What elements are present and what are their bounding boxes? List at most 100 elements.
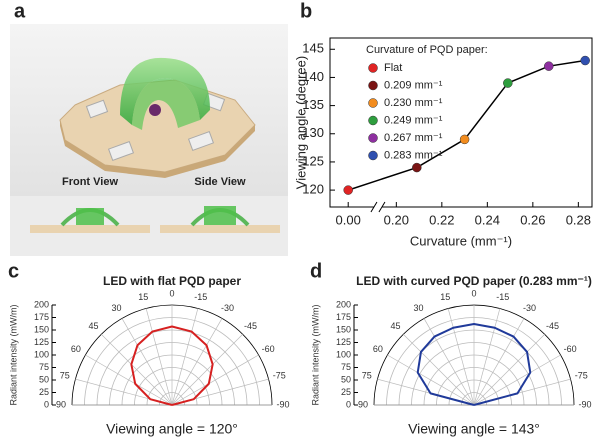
r-axis-label: Radiant intensity (mW/m) [310, 304, 320, 405]
theta-tick-label: 30 [413, 303, 423, 313]
theta-tick-label: 60 [373, 344, 383, 354]
theta-tick-label: -75 [273, 371, 286, 381]
panel-label: b [300, 0, 312, 22]
r-tick-label: 25 [39, 387, 49, 397]
grid-spoke [473, 308, 501, 406]
y-axis-label: Viewing angle (degree) [293, 56, 308, 189]
r-tick-label: 125 [336, 337, 351, 347]
theta-tick-label: -75 [575, 371, 588, 381]
y-tick-label: 130 [302, 125, 324, 140]
annotation: Viewing angle = 143° [408, 421, 540, 437]
point [544, 61, 554, 71]
legend-label: 0.209 mm⁻¹ [384, 79, 443, 91]
legend-marker [368, 80, 378, 91]
panel-label: a [14, 0, 26, 22]
curve [130, 325, 214, 406]
legend-label: Flat [384, 62, 402, 74]
plot-frame [329, 37, 593, 208]
grid-spoke [85, 354, 173, 406]
axis-break [370, 201, 386, 213]
led-illustration [10, 24, 288, 256]
y-tick-label: 135 [302, 97, 324, 112]
legend-label: 0.283 mm⁻¹ [384, 149, 443, 161]
grid-spoke [387, 354, 475, 406]
r-tick-label: 150 [336, 324, 351, 334]
theta-tick-label: 30 [111, 303, 121, 313]
x-tick-label: 0.00 [336, 212, 361, 227]
grid-spoke [447, 308, 475, 406]
theta-tick-label: 45 [391, 321, 401, 331]
theta-tick-label: 0 [471, 288, 476, 298]
r-tick-label: 100 [34, 349, 49, 359]
x-tick-label: 0.24 [475, 212, 500, 227]
theta-tick-label: -60 [564, 344, 577, 354]
grid-spoke [423, 318, 475, 406]
theta-tick-label: 45 [89, 321, 99, 331]
theta-tick-label: -30 [523, 303, 536, 313]
point [503, 78, 513, 88]
r-tick-label: 175 [336, 312, 351, 322]
grid-spoke [101, 334, 173, 406]
x-tick-label: 0.26 [520, 212, 545, 227]
r-tick-label: 0 [44, 399, 49, 409]
caption: Side View [194, 176, 246, 188]
grid-spoke [121, 318, 173, 406]
grid-spoke [171, 354, 259, 406]
theta-tick-label: 15 [440, 292, 450, 302]
point [343, 185, 353, 195]
y-tick-label: 120 [302, 182, 324, 197]
theta-tick-label: -60 [262, 344, 275, 354]
theta-tick-label: -90 [276, 399, 289, 409]
caption: Front View [62, 176, 118, 188]
legend-title: Curvature of PQD paper: [366, 44, 488, 56]
y-tick-label: 140 [302, 69, 324, 84]
r-tick-label: 50 [39, 374, 49, 384]
theta-tick-label: 90 [56, 399, 66, 409]
grid-spoke [145, 308, 173, 406]
legend-label: 0.249 mm⁻¹ [384, 114, 443, 126]
r-tick-label: 150 [34, 324, 49, 334]
theta-tick-label: 75 [362, 371, 372, 381]
line [347, 59, 586, 191]
point [412, 162, 422, 173]
axis-break-gap [373, 204, 382, 210]
legend-marker [368, 115, 378, 126]
grid-spoke [473, 354, 561, 406]
theta-tick-label: -15 [496, 292, 509, 302]
r-axis-label: Radiant intensity (mW/m) [8, 304, 18, 405]
r-tick-label: 75 [39, 362, 49, 372]
point [459, 134, 470, 145]
r-tick-label: 25 [341, 387, 351, 397]
y-tick-label: 145 [302, 41, 324, 56]
point [580, 55, 590, 66]
legend-label: 0.230 mm⁻¹ [384, 97, 443, 109]
annotation: Viewing angle = 120° [106, 421, 238, 437]
x-tick-label: 0.20 [384, 212, 409, 227]
theta-tick-label: 60 [71, 344, 81, 354]
grid-spoke [171, 318, 223, 406]
chart-title: LED with flat PQD paper [103, 274, 241, 288]
y-tick-label: 125 [302, 153, 324, 168]
legend-label: 0.267 mm⁻¹ [384, 132, 443, 144]
theta-tick-label: -45 [546, 321, 559, 331]
theta-tick-label: 15 [138, 292, 148, 302]
theta-tick-label: 0 [169, 288, 174, 298]
panel-label: d [310, 260, 322, 282]
theta-tick-label: -15 [194, 292, 207, 302]
curve [416, 323, 532, 406]
legend-marker [368, 63, 378, 73]
grid-spoke [403, 334, 475, 406]
r-tick-label: 50 [341, 374, 351, 384]
legend-marker [368, 98, 378, 108]
x-tick-label: 0.28 [566, 212, 591, 227]
theta-tick-label: 75 [60, 371, 70, 381]
panel-label: c [8, 260, 19, 282]
x-axis-label: Curvature (mm⁻¹) [410, 233, 512, 248]
r-tick-label: 75 [341, 362, 351, 372]
r-tick-label: 100 [336, 349, 351, 359]
theta-tick-label: -30 [221, 303, 234, 313]
r-tick-label: 0 [346, 399, 351, 409]
theta-tick-label: -45 [244, 321, 257, 331]
r-tick-label: 125 [34, 337, 49, 347]
